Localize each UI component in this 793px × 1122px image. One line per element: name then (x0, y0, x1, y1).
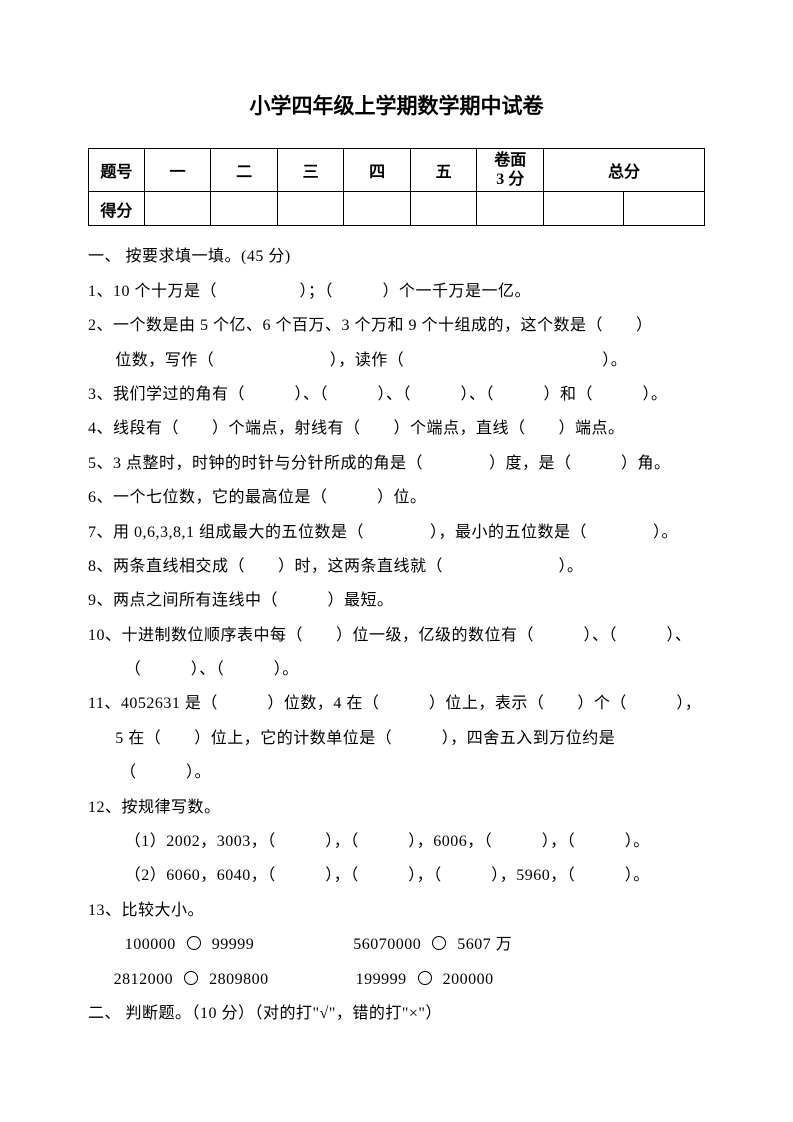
question-8: 8、两条直线相交成（ ）时，这两条直线就（ ）。 (88, 550, 705, 584)
compare-val: 2812000 (114, 971, 174, 988)
question-2-line2: 位数，写作（ ），读作（ ）。 (88, 344, 705, 378)
section-2-heading: 二、 判断题。（10 分）（对的打"√"，错的打"×"） (88, 997, 705, 1031)
question-2-line1: 2、一个数是由 5 个亿、6 个百万、3 个万和 9 个十组成的，这个数是（ ） (88, 309, 705, 343)
extra-label: 卷面 (494, 152, 526, 169)
compare-val: 56070000 (353, 936, 421, 953)
score-cell (277, 192, 344, 226)
question-11-line2: 5 在（ ）位上，它的计数单位是（ ），四舍五入到万位约是（ ）。 (88, 722, 705, 791)
compare-val: 99999 (212, 936, 255, 953)
table-header-row: 题号 一 二 三 四 五 卷面 3 分 总分 (89, 149, 705, 192)
extra-sub: 3 分 (496, 171, 524, 188)
question-1: 1、10 个十万是（ ）；（ ）个一千万是一亿。 (88, 275, 705, 309)
question-7: 7、用 0,6,3,8,1 组成最大的五位数是（ ），最小的五位数是（ ）。 (88, 516, 705, 550)
header-label: 题号 (89, 149, 145, 192)
compare-circle-icon (432, 936, 446, 950)
score-cell (477, 192, 544, 226)
compare-circle-icon (184, 971, 198, 985)
col-1: 一 (144, 149, 211, 192)
compare-val: 2809800 (209, 971, 269, 988)
question-13-row1: 100000 99999 56070000 5607 万 (88, 928, 705, 962)
question-11-line1: 11、4052631 是（ ）位数，4 在（ ）位上，表示（ ）个（ ）， (88, 687, 705, 721)
question-10-line2: （ ）、（ ）。 (88, 653, 705, 687)
compare-circle-icon (187, 936, 201, 950)
compare-val: 199999 (356, 971, 407, 988)
question-10-line1: 10、十进制数位顺序表中每（ ）位一级，亿级的数位有（ ）、（ ）、 (88, 619, 705, 653)
question-4: 4、线段有（ ）个端点，射线有（ ）个端点，直线（ ）端点。 (88, 412, 705, 446)
col-extra: 卷面 3 分 (477, 149, 544, 192)
score-cell (344, 192, 411, 226)
question-5: 5、3 点整时，时钟的时针与分针所成的角是（ ）度，是（ ）角。 (88, 447, 705, 481)
score-label: 得分 (89, 192, 145, 226)
score-cell (543, 192, 623, 226)
col-total: 总分 (543, 149, 704, 192)
question-13: 13、比较大小。 (88, 894, 705, 928)
col-5: 五 (410, 149, 477, 192)
compare-val: 5607 万 (457, 936, 512, 953)
question-6: 6、一个七位数，它的最高位是（ ）位。 (88, 481, 705, 515)
question-12-sub1: （1）2002，3003，（ ），（ ），6006，（ ），（ ）。 (88, 825, 705, 859)
question-3: 3、我们学过的角有（ ）、（ ）、（ ）、（ ）和（ ）。 (88, 378, 705, 412)
col-2: 二 (211, 149, 278, 192)
exam-content: 一、 按要求填一填。(45 分) 1、10 个十万是（ ）；（ ）个一千万是一亿… (88, 240, 705, 1031)
score-cell (410, 192, 477, 226)
section-1-heading: 一、 按要求填一填。(45 分) (88, 240, 705, 274)
question-12-sub2: （2）6060，6040，（ ），（ ），（ ），5960，（ ）。 (88, 859, 705, 893)
score-cell (624, 192, 705, 226)
score-table: 题号 一 二 三 四 五 卷面 3 分 总分 得分 (88, 148, 705, 226)
question-12: 12、按规律写数。 (88, 791, 705, 825)
question-9: 9、两点之间所有连线中（ ）最短。 (88, 584, 705, 618)
compare-val: 200000 (443, 971, 494, 988)
compare-val: 100000 (125, 936, 176, 953)
page-title: 小学四年级上学期数学期中试卷 (88, 90, 705, 120)
compare-circle-icon (418, 971, 432, 985)
score-cell (144, 192, 211, 226)
col-3: 三 (277, 149, 344, 192)
table-score-row: 得分 (89, 192, 705, 226)
question-13-row2: 2812000 2809800 199999 200000 (88, 963, 705, 997)
col-4: 四 (344, 149, 411, 192)
score-cell (211, 192, 278, 226)
